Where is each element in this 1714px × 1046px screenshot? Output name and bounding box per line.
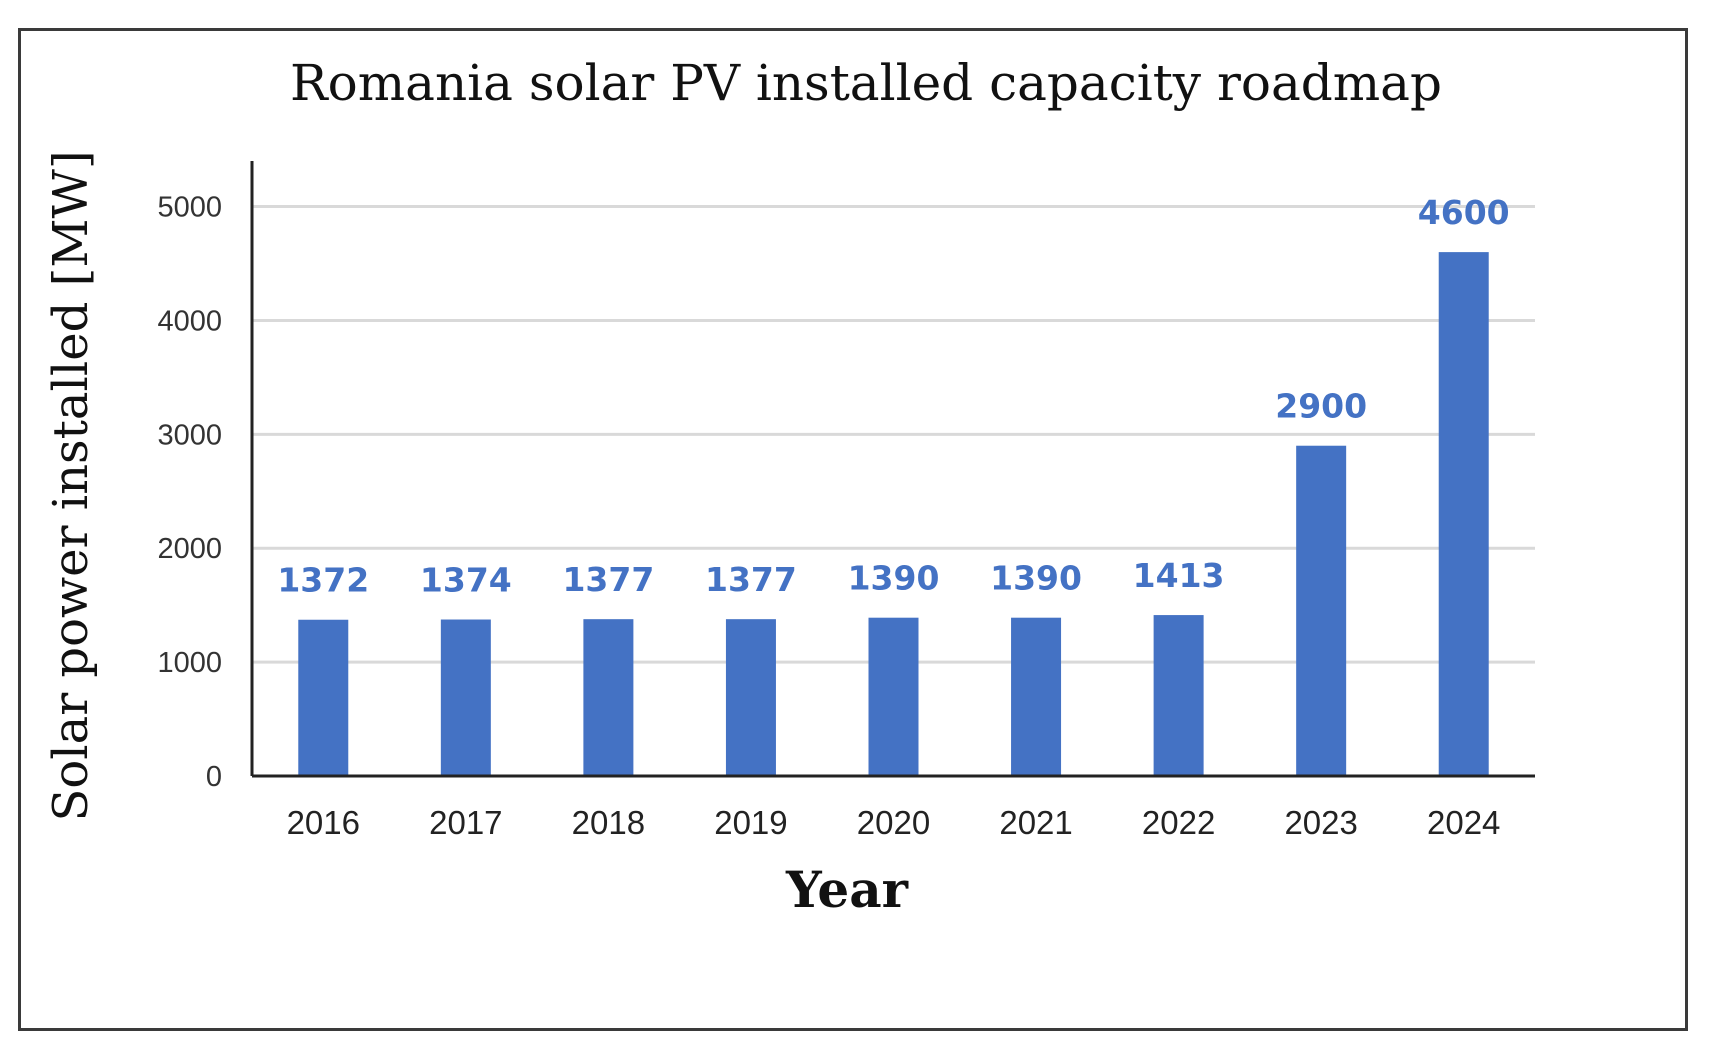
y-tick-label: 2000: [157, 533, 222, 565]
data-label-2022: 1413: [1133, 556, 1225, 595]
chart-title: Romania solar PV installed capacity road…: [290, 54, 1442, 112]
y-axis-ticks: 0 1000 2000 3000 4000 5000: [157, 192, 222, 793]
x-tick-label-2021: 2021: [999, 804, 1072, 841]
y-tick-label: 1000: [157, 647, 222, 679]
data-label-2017: 1374: [420, 561, 512, 600]
y-axis-title: Solar power installed [MW]: [43, 150, 99, 821]
bar-chart: Romania solar PV installed capacity road…: [43, 54, 1535, 919]
x-axis-title: Year: [785, 860, 909, 919]
chart-frame: Romania solar PV installed capacity road…: [18, 28, 1688, 1031]
x-tick-label-2022: 2022: [1142, 804, 1215, 841]
x-tick-label-2024: 2024: [1427, 804, 1500, 841]
bar-2018: [583, 619, 634, 776]
bar-2016: [298, 619, 349, 776]
x-tick-label-2016: 2016: [287, 804, 360, 841]
x-axis-ticks: 2016 2017 2018 2019 2020 2021 2022 2023 2024: [287, 804, 1501, 841]
x-tick-label-2023: 2023: [1284, 804, 1357, 841]
bar-2020: [868, 617, 919, 776]
bar-2021: [1011, 617, 1062, 776]
bar-2017: [440, 619, 491, 776]
bar-2019: [725, 619, 776, 776]
bar-2024: [1438, 252, 1489, 777]
x-tick-label-2019: 2019: [714, 804, 787, 841]
data-label-2023: 2900: [1275, 387, 1367, 426]
y-tick-label: 3000: [157, 419, 222, 451]
data-label-2018: 1377: [562, 560, 654, 599]
bar-2022: [1153, 615, 1204, 776]
data-label-2021: 1390: [990, 559, 1082, 598]
data-labels: 1372 1374 1377 1377 1390 1390 1413 2900 4600: [277, 193, 1509, 600]
x-tick-label-2018: 2018: [572, 804, 645, 841]
bar-2023: [1296, 445, 1347, 776]
y-tick-label: 5000: [157, 192, 222, 224]
x-tick-label-2017: 2017: [429, 804, 502, 841]
data-label-2024: 4600: [1418, 193, 1510, 232]
data-label-2019: 1377: [705, 560, 797, 599]
y-tick-label: 4000: [157, 305, 222, 337]
data-label-2016: 1372: [277, 561, 369, 600]
data-label-2020: 1390: [848, 559, 940, 598]
bars: [298, 252, 1489, 777]
y-tick-label: 0: [206, 761, 222, 793]
x-tick-label-2020: 2020: [857, 804, 930, 841]
